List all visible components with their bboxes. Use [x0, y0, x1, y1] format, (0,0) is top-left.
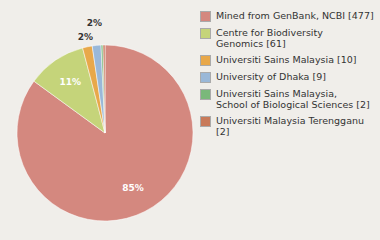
svg-text:11%: 11% [59, 77, 81, 87]
html-text:School of Biological Sciences: School of Biological Sciences [2] [216, 99, 370, 110]
html-text:Mined from GenBank, NCBI [477]: Mined from GenBank, NCBI [477] [216, 10, 374, 21]
html-text:Universiti Sains Malaysia,: Universiti Sains Malaysia, [216, 88, 337, 99]
svg-text:85%: 85% [122, 183, 144, 193]
html-text:Universiti Malaysia Terengganu: Universiti Malaysia Terengganu [2] [216, 115, 364, 137]
html-text:Centre for Biodiversity: Centre for Biodiversity [216, 27, 323, 38]
html-text:University of Dhaka [9]: University of Dhaka [9] [216, 71, 326, 82]
html-text:Genomics [61]: Genomics [61] [216, 38, 286, 49]
svg-text:2%: 2% [87, 18, 102, 28]
html-text:Universiti Sains Malaysia [10]: Universiti Sains Malaysia [10] [216, 54, 357, 65]
svg-text:2%: 2% [78, 32, 93, 42]
